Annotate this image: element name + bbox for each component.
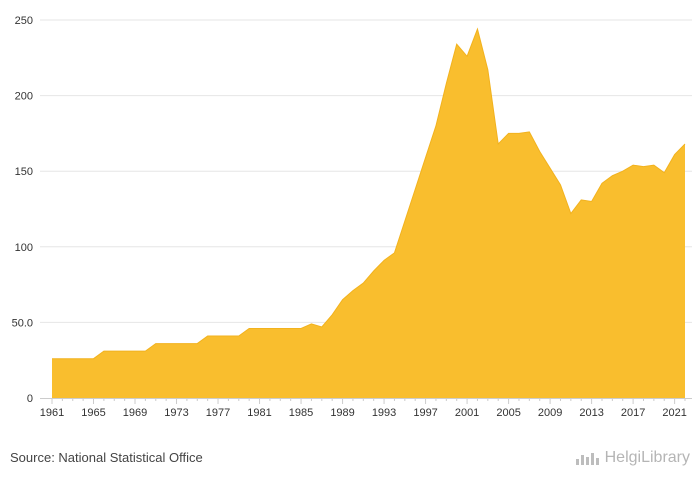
y-tick-label: 0	[27, 393, 33, 405]
data-point[interactable]	[288, 326, 293, 331]
x-tick-label: 1969	[123, 407, 147, 419]
y-tick-label: 100	[15, 242, 33, 254]
brand-name: HelgiLibrary	[604, 449, 690, 466]
x-tick-label: 2009	[538, 407, 562, 419]
data-point[interactable]	[236, 334, 241, 339]
data-point[interactable]	[662, 170, 667, 175]
data-point[interactable]	[579, 197, 584, 202]
x-tick-label: 1993	[372, 407, 396, 419]
x-tick-label: 1973	[164, 407, 188, 419]
data-point[interactable]	[382, 258, 387, 263]
data-point[interactable]	[631, 163, 636, 168]
data-point[interactable]	[257, 326, 262, 331]
x-tick-label: 1997	[413, 407, 437, 419]
y-tick-label: 150	[15, 166, 33, 178]
data-point[interactable]	[164, 341, 169, 346]
data-point[interactable]	[226, 334, 231, 339]
data-point[interactable]	[50, 356, 55, 361]
data-point[interactable]	[101, 349, 106, 354]
data-point[interactable]	[454, 42, 459, 47]
data-point[interactable]	[247, 326, 252, 331]
series-area	[50, 27, 688, 399]
x-axis	[40, 398, 692, 404]
data-point[interactable]	[444, 81, 449, 86]
x-axis-tick-labels: 1961 1965 1969 1973 1977 1981 1985 1989 1993 1997…	[40, 407, 687, 419]
data-point[interactable]	[216, 334, 221, 339]
data-point[interactable]	[527, 129, 532, 134]
data-point[interactable]	[174, 341, 179, 346]
data-point[interactable]	[153, 341, 158, 346]
data-point[interactable]	[133, 349, 138, 354]
data-point[interactable]	[81, 356, 86, 361]
y-axis-tick-labels: 0 50.0 100 150 200 250	[12, 15, 33, 405]
data-point[interactable]	[516, 131, 521, 136]
x-tick-label: 2013	[579, 407, 603, 419]
data-point[interactable]	[60, 356, 65, 361]
data-point[interactable]	[112, 349, 117, 354]
data-point[interactable]	[340, 297, 345, 302]
data-point[interactable]	[267, 326, 272, 331]
data-point[interactable]	[433, 123, 438, 128]
data-point[interactable]	[413, 187, 418, 192]
data-point[interactable]	[672, 152, 677, 157]
data-point[interactable]	[184, 341, 189, 346]
footer: Source: National Statistical Office Helg…	[0, 440, 700, 483]
x-tick-label: 1977	[206, 407, 230, 419]
x-tick-label: 1965	[81, 407, 105, 419]
data-point[interactable]	[361, 281, 366, 286]
data-point[interactable]	[350, 288, 355, 293]
data-point[interactable]	[143, 349, 148, 354]
data-point[interactable]	[70, 356, 75, 361]
y-tick-label: 50.0	[12, 317, 33, 329]
series-line	[52, 27, 686, 360]
x-tick-label: 1981	[247, 407, 271, 419]
data-point[interactable]	[610, 173, 615, 178]
data-point[interactable]	[537, 149, 542, 154]
data-point[interactable]	[496, 141, 501, 146]
y-tick-label: 200	[15, 91, 33, 103]
data-point[interactable]	[620, 169, 625, 174]
x-tick-label: 1989	[330, 407, 354, 419]
x-tick-label: 2001	[455, 407, 479, 419]
data-point[interactable]	[330, 312, 335, 317]
data-point[interactable]	[641, 164, 646, 169]
data-point[interactable]	[278, 326, 283, 331]
data-point[interactable]	[402, 219, 407, 224]
x-tick-label: 2005	[496, 407, 520, 419]
data-point[interactable]	[299, 326, 304, 331]
data-point[interactable]	[485, 67, 490, 72]
source-note: Source: National Statistical Office	[10, 450, 203, 465]
data-point[interactable]	[122, 349, 127, 354]
x-tick-label: 1985	[289, 407, 313, 419]
area-fill	[52, 29, 685, 399]
data-point[interactable]	[651, 163, 656, 168]
x-tick-label: 2021	[662, 407, 686, 419]
data-point[interactable]	[195, 341, 200, 346]
data-point[interactable]	[568, 211, 573, 216]
data-point[interactable]	[91, 356, 96, 361]
x-tick-label: 2017	[621, 407, 645, 419]
data-point[interactable]	[558, 182, 563, 187]
brand-logo[interactable]: HelgiLibrary	[575, 449, 690, 467]
data-point[interactable]	[319, 324, 324, 329]
data-point[interactable]	[465, 54, 470, 59]
chart-bars-logo-icon	[575, 453, 599, 465]
data-point[interactable]	[392, 250, 397, 255]
data-point[interactable]	[475, 27, 480, 32]
data-point[interactable]	[423, 155, 428, 160]
data-point[interactable]	[506, 131, 511, 136]
data-point[interactable]	[309, 321, 314, 326]
y-tick-label: 250	[15, 15, 33, 27]
data-point[interactable]	[548, 166, 553, 171]
data-point[interactable]	[599, 181, 604, 186]
data-point[interactable]	[589, 199, 594, 204]
data-point[interactable]	[683, 141, 688, 146]
x-tick-label: 1961	[40, 407, 64, 419]
data-point[interactable]	[371, 268, 376, 273]
data-point[interactable]	[205, 334, 210, 339]
